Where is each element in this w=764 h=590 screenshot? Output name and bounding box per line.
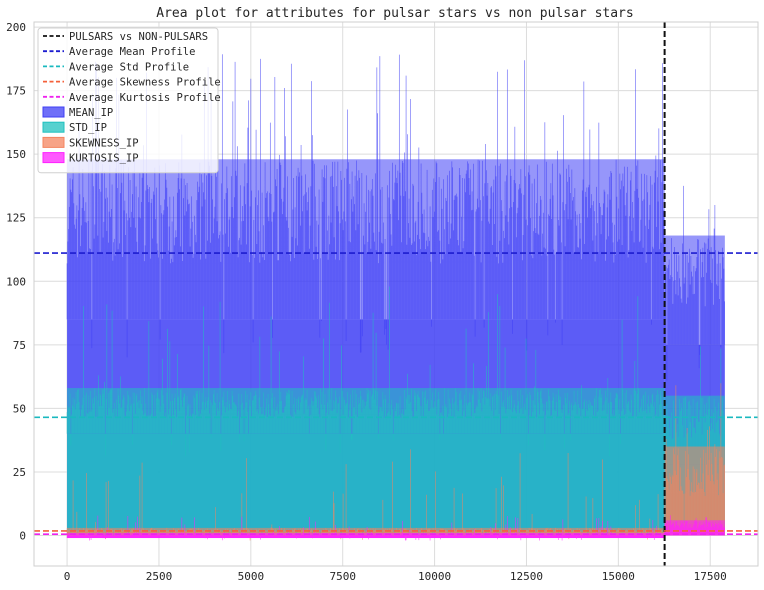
x-tick-label: 0 [64, 570, 71, 583]
area-spikes [664, 383, 725, 527]
y-tick-label: 100 [6, 275, 26, 288]
legend-patch-swatch [42, 121, 65, 133]
legend-label: PULSARS vs NON-PULSARS [69, 31, 208, 43]
y-tick-label: 50 [13, 402, 26, 415]
legend-box [37, 27, 219, 174]
y-tick-label: 0 [19, 529, 26, 542]
y-tick-label: 25 [13, 466, 26, 479]
legend-label: KURTOSIS_IP [69, 153, 139, 165]
area-series-kurtosis-ip [66, 515, 725, 541]
legend-patch-swatch [42, 152, 65, 164]
y-tick-label: 75 [13, 339, 26, 352]
area-spikes [66, 54, 665, 358]
x-tick-label: 17500 [694, 570, 727, 583]
area-band [67, 527, 665, 536]
legend: PULSARS vs NON-PULSARS Average Mean Profi… [37, 27, 221, 174]
legend-label: Average Std Profile [69, 61, 189, 73]
legend-label: Average Mean Profile [69, 46, 195, 58]
legend-label: SKEWNESS_IP [69, 137, 139, 149]
x-tick-label: 5000 [238, 570, 265, 583]
legend-label: Average Skewness Profile [69, 77, 221, 89]
plot-area: 0 2500 5000 7500 10000 12500 15000 17500 0 25 50 75… [6, 21, 759, 583]
y-tick-label: 175 [6, 85, 26, 98]
chart-title: Area plot for attributes for pulsar star… [156, 6, 633, 21]
area-body [67, 433, 665, 536]
area-spikes [66, 515, 665, 541]
y-tick-label: 125 [6, 212, 26, 225]
legend-label: STD_IP [69, 122, 107, 134]
series-layer [66, 54, 725, 541]
plot-frame [33, 21, 759, 567]
y-tick-label: 200 [6, 21, 26, 34]
legend-label: MEAN_IP [69, 107, 113, 119]
area-spikes [66, 286, 665, 456]
x-tick-label: 10000 [418, 570, 451, 583]
x-tick-label: 2500 [146, 570, 173, 583]
x-tick-label: 15000 [602, 570, 635, 583]
legend-patch-swatch [42, 106, 65, 118]
legend-label: Average Kurtosis Profile [69, 92, 221, 104]
x-tick-label: 12500 [510, 570, 543, 583]
x-tick-label: 7500 [329, 570, 356, 583]
y-tick-label: 150 [6, 148, 26, 161]
legend-patch-swatch [42, 136, 65, 148]
